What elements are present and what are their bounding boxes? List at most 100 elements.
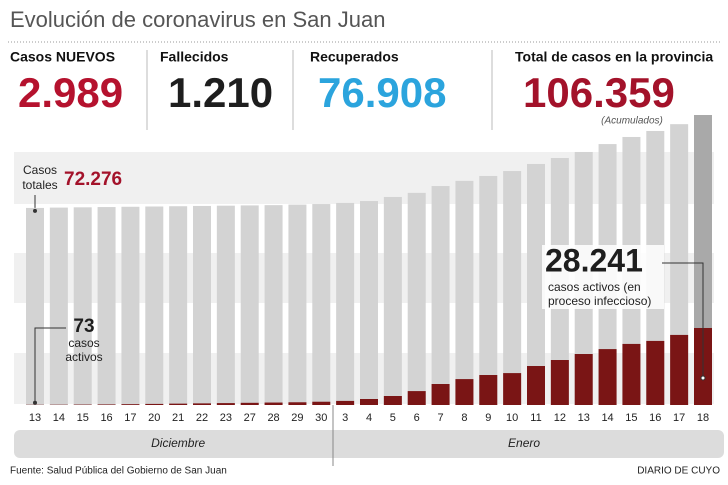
total-bar xyxy=(216,205,235,405)
x-tick-label: 27 xyxy=(244,412,256,424)
stats-note: (Acumulados) xyxy=(601,116,663,127)
x-tick-label: 21 xyxy=(172,412,184,424)
active-bar xyxy=(646,340,665,405)
active-bar xyxy=(455,379,474,405)
active-bar xyxy=(216,403,235,405)
x-tick-label: 4 xyxy=(366,412,372,424)
x-tick-label: 15 xyxy=(625,412,637,424)
active-bar xyxy=(622,343,641,405)
active-bar xyxy=(121,404,140,405)
month-label: Diciembre xyxy=(151,436,205,450)
active-bar xyxy=(193,403,211,405)
active-bar xyxy=(670,334,689,405)
chart-title: Evolución de coronavirus en San Juan xyxy=(10,7,385,32)
total-bar xyxy=(527,163,545,405)
total-bar xyxy=(193,205,211,405)
value-label: 73 xyxy=(73,316,94,337)
stat-value: 106.359 xyxy=(523,69,675,116)
total-bar xyxy=(455,180,474,405)
x-tick-label: 9 xyxy=(485,412,491,424)
leader-dot xyxy=(33,400,37,405)
total-bar xyxy=(670,124,689,406)
x-tick-label: 30 xyxy=(315,412,327,424)
stat-label: Fallecidos xyxy=(160,49,229,65)
x-tick-label: 18 xyxy=(697,412,709,424)
active-bar xyxy=(240,402,259,405)
active-bar xyxy=(288,402,307,405)
series-name: totales xyxy=(22,178,57,192)
total-bar xyxy=(145,206,164,405)
stat-value: 76.908 xyxy=(318,69,446,116)
active-bar xyxy=(479,375,498,405)
stat-label: Recuperados xyxy=(310,49,399,65)
total-bar xyxy=(26,207,44,405)
active-bar xyxy=(336,400,355,405)
x-tick-label: 17 xyxy=(124,412,136,424)
leader xyxy=(34,327,66,403)
total-bar xyxy=(49,207,68,405)
active-bar xyxy=(527,366,545,405)
active-bar xyxy=(574,354,593,405)
x-tick-label: 14 xyxy=(601,412,613,424)
x-tick-label: 15 xyxy=(77,412,89,424)
total-bar xyxy=(240,205,259,405)
x-tick-label: 11 xyxy=(530,412,541,424)
leader-dot xyxy=(700,375,706,381)
active-bar xyxy=(145,403,164,405)
x-tick-label: 29 xyxy=(291,412,303,424)
x-tick-label: 16 xyxy=(100,412,112,424)
total-bar xyxy=(360,201,378,405)
month-band xyxy=(14,430,724,458)
total-bar xyxy=(312,204,331,405)
active-bar xyxy=(407,391,426,405)
stat-value: 2.989 xyxy=(18,69,123,116)
series-name: casos xyxy=(68,336,99,350)
stat-value: 1.210 xyxy=(168,69,273,116)
band xyxy=(14,152,714,204)
x-tick-label: 20 xyxy=(148,412,160,424)
series-name: Casos xyxy=(23,163,57,177)
active-bar xyxy=(503,373,522,405)
x-tick-label: 7 xyxy=(438,412,444,424)
total-bar xyxy=(407,192,426,405)
total-bar xyxy=(383,196,402,405)
active-bar xyxy=(383,396,402,405)
x-tick-label: 3 xyxy=(342,412,348,424)
x-tick-label: 10 xyxy=(506,412,518,424)
x-tick-label: 8 xyxy=(461,412,467,424)
x-tick-label: 28 xyxy=(267,412,279,424)
label-bg xyxy=(542,245,664,309)
stat-label: Total de casos en la provincia xyxy=(515,49,713,65)
leader-dot xyxy=(33,208,37,213)
stat-label: Casos NUEVOS xyxy=(10,49,115,65)
total-bar xyxy=(479,175,498,405)
x-tick-label: 14 xyxy=(53,412,65,424)
x-tick-label: 12 xyxy=(554,412,566,424)
total-bar xyxy=(264,205,283,405)
leader xyxy=(662,262,704,378)
x-tick-label: 13 xyxy=(578,412,590,424)
x-tick-label: 5 xyxy=(390,412,396,424)
annotation: casos activos (en xyxy=(548,280,641,294)
total-bar xyxy=(503,171,522,405)
total-bar xyxy=(288,204,307,405)
active-bar xyxy=(431,384,450,405)
total-bar xyxy=(97,207,116,405)
credit: DIARIO DE CUYO xyxy=(637,466,720,477)
active-bar xyxy=(550,360,569,405)
active-bar xyxy=(264,402,283,405)
active-bar xyxy=(312,401,331,405)
x-tick-label: 13 xyxy=(29,412,41,424)
total-bar xyxy=(336,202,355,405)
value-label: 28.241 xyxy=(545,242,643,278)
total-bar xyxy=(121,206,140,405)
annotation: proceso infeccioso) xyxy=(548,294,651,308)
active-bar xyxy=(360,399,378,405)
value-label: 72.276 xyxy=(64,169,122,190)
x-tick-label: 16 xyxy=(649,412,661,424)
active-bar xyxy=(97,404,116,405)
month-label: Enero xyxy=(508,436,540,450)
active-bar xyxy=(169,403,188,405)
source: Fuente: Salud Pública del Gobierno de Sa… xyxy=(10,466,227,477)
